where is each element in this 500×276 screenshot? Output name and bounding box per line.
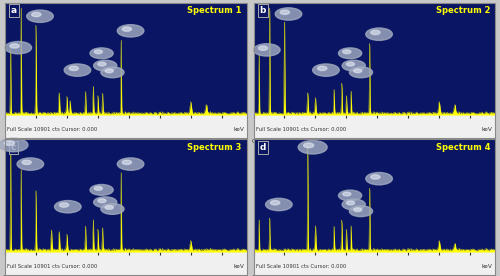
Circle shape [105,69,114,73]
Text: Full Scale 10901 cts Cursor: 0.000: Full Scale 10901 cts Cursor: 0.000 [8,128,98,132]
Circle shape [94,50,102,54]
Text: b: b [260,6,266,15]
Text: Full Scale 10901 cts Cursor: 0.000: Full Scale 10901 cts Cursor: 0.000 [256,128,346,132]
Circle shape [17,158,44,170]
Text: Spectrum 1: Spectrum 1 [187,6,242,15]
Circle shape [101,204,124,214]
Circle shape [318,66,327,71]
Circle shape [350,67,372,78]
Circle shape [338,48,361,59]
Circle shape [122,160,132,164]
Circle shape [101,67,124,78]
Circle shape [98,62,106,66]
Circle shape [26,10,54,22]
Circle shape [346,201,354,205]
Circle shape [304,143,314,148]
Circle shape [105,206,114,209]
Circle shape [366,172,392,185]
Circle shape [370,175,380,179]
Text: Full Scale 10901 cts Cursor: 0.000: Full Scale 10901 cts Cursor: 0.000 [8,264,98,269]
Circle shape [98,199,106,203]
Circle shape [312,64,339,76]
Text: keV: keV [482,264,492,269]
Text: Spectrum 3: Spectrum 3 [188,143,242,152]
Circle shape [60,203,68,207]
Text: keV: keV [233,264,244,269]
Circle shape [343,192,351,196]
Circle shape [342,199,365,210]
Circle shape [258,46,268,50]
Circle shape [54,201,81,213]
Circle shape [346,62,354,66]
Circle shape [10,44,19,48]
Text: a: a [11,6,17,15]
Circle shape [366,28,392,40]
Circle shape [5,41,32,54]
Circle shape [275,8,302,20]
Circle shape [64,64,90,76]
Circle shape [266,198,292,211]
Circle shape [338,190,361,201]
Text: d: d [260,143,266,152]
Circle shape [370,30,380,34]
Text: Full Scale 10901 cts Cursor: 0.000: Full Scale 10901 cts Cursor: 0.000 [256,264,346,269]
Circle shape [270,201,280,205]
Circle shape [118,158,144,170]
Text: keV: keV [482,128,492,132]
Circle shape [118,25,144,37]
Circle shape [343,50,351,54]
Circle shape [298,140,327,154]
Circle shape [90,48,113,59]
Circle shape [280,10,289,14]
Circle shape [22,160,32,164]
Circle shape [94,60,117,71]
Text: keV: keV [233,128,244,132]
Text: Spectrum 2: Spectrum 2 [436,6,490,15]
Circle shape [354,208,362,212]
Circle shape [122,27,132,31]
Circle shape [4,141,15,145]
Text: Spectrum 4: Spectrum 4 [436,143,490,152]
Circle shape [32,12,41,17]
Circle shape [90,184,113,195]
Circle shape [254,44,280,56]
Circle shape [94,197,117,208]
Circle shape [354,69,362,73]
Circle shape [350,206,372,217]
Circle shape [342,60,365,71]
Circle shape [94,187,102,190]
Circle shape [0,138,28,152]
Circle shape [69,66,78,71]
Text: c: c [11,143,16,152]
